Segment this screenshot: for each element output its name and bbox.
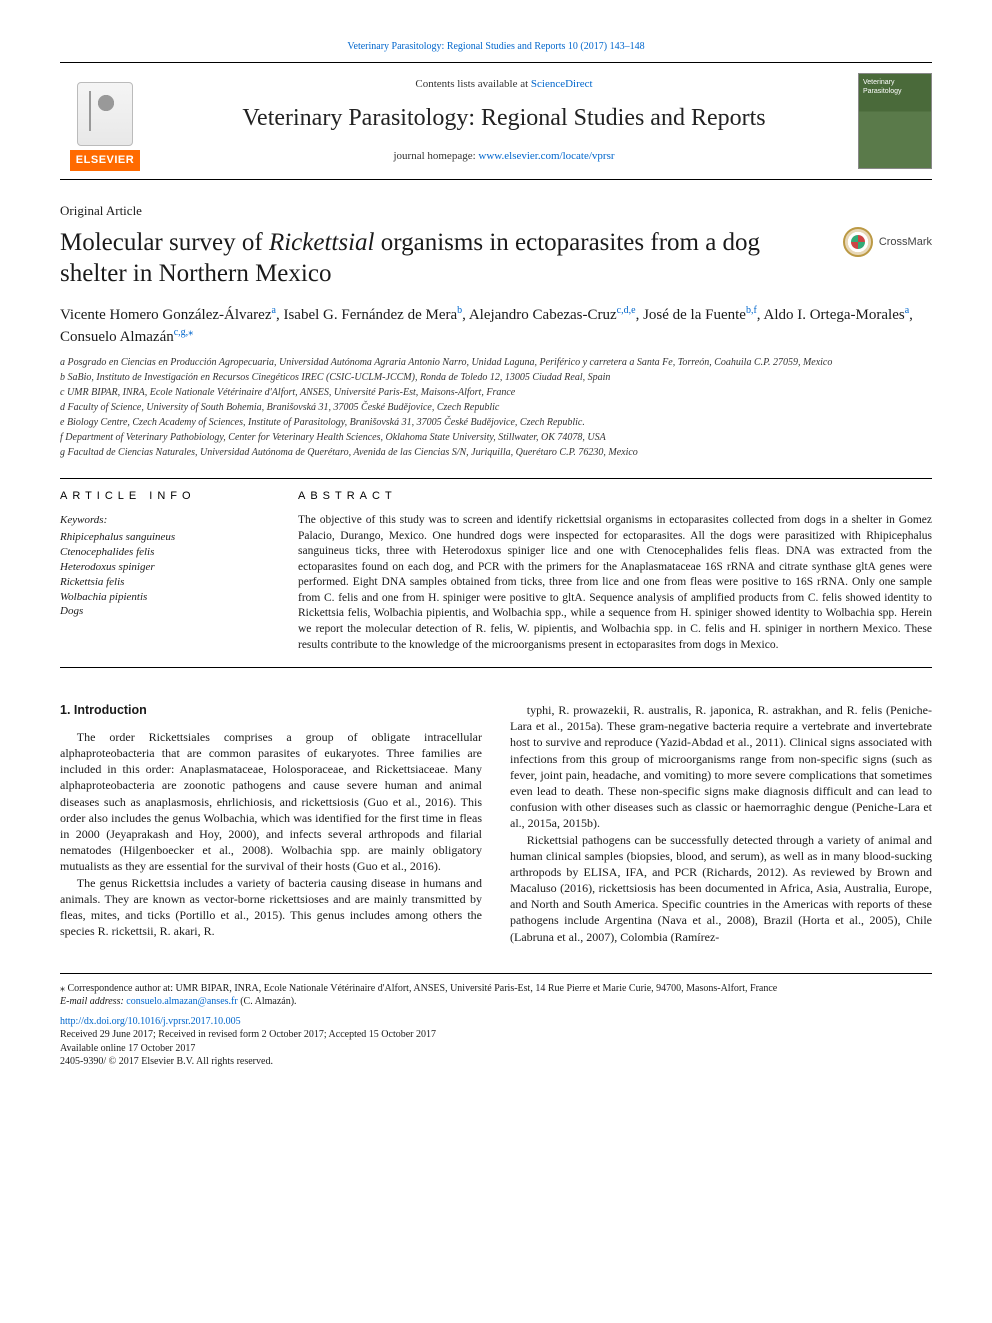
abstract: ABSTRACT The objective of this study was…: [280, 479, 932, 667]
affil-b: b SaBio, Instituto de Investigación en R…: [60, 371, 932, 385]
corr-text: ⁎ Correspondence author at: UMR BIPAR, I…: [60, 983, 777, 994]
author-1: Vicente Homero González-Álvarez: [60, 307, 272, 323]
journal-masthead: ELSEVIER Contents lists available at Sci…: [60, 62, 932, 180]
author-4-aff[interactable]: b,f: [746, 305, 757, 316]
history-available: Available online 17 October 2017: [60, 1042, 932, 1056]
author-3-aff[interactable]: c,d,e: [617, 305, 636, 316]
affil-f: f Department of Veterinary Pathobiology,…: [60, 431, 932, 445]
corr-email[interactable]: consuelo.almazan@anses.fr: [126, 996, 237, 1007]
title-pre: Molecular survey of: [60, 229, 269, 256]
affil-c: c UMR BIPAR, INRA, Ecole Nationale Vétér…: [60, 386, 932, 400]
article-type: Original Article: [60, 202, 932, 220]
author-6: Consuelo Almazán: [60, 329, 174, 345]
elsevier-tree-icon: [77, 82, 133, 146]
crossmark-label: CrossMark: [879, 235, 932, 250]
heading-introduction: 1. Introduction: [60, 702, 482, 719]
journal-cover-thumb: Veterinary Parasitology: [858, 73, 932, 169]
keywords-list: Rhipicephalus sanguineus Ctenocephalides…: [60, 530, 264, 619]
article-footer: ⁎ Correspondence author at: UMR BIPAR, I…: [60, 973, 932, 1069]
keyword-4: Rickettsia felis: [60, 575, 264, 590]
homepage-line: journal homepage: www.elsevier.com/locat…: [164, 149, 844, 164]
email-paren: (C. Almazán).: [238, 996, 297, 1007]
publisher-logo: ELSEVIER: [60, 71, 150, 171]
affil-g: g Facultad de Ciencias Naturales, Univer…: [60, 446, 932, 460]
affil-d: d Faculty of Science, University of Sout…: [60, 401, 932, 415]
article-info-label: ARTICLE INFO: [60, 489, 264, 504]
issn-copyright: 2405-9390/ © 2017 Elsevier B.V. All righ…: [60, 1055, 932, 1069]
author-list: Vicente Homero González-Álvareza, Isabel…: [60, 304, 932, 348]
contents-prefix: Contents lists available at: [415, 78, 530, 90]
title-row: Molecular survey of Rickettsial organism…: [60, 227, 932, 290]
affiliations: a Posgrado en Ciencias en Producción Agr…: [60, 356, 932, 460]
homepage-link[interactable]: www.elsevier.com/locate/vprsr: [478, 150, 614, 162]
running-head: Veterinary Parasitology: Regional Studie…: [60, 40, 932, 54]
homepage-prefix: journal homepage:: [393, 150, 478, 162]
author-4: José de la Fuente: [643, 307, 746, 323]
sciencedirect-link[interactable]: ScienceDirect: [531, 78, 593, 90]
publisher-wordmark: ELSEVIER: [70, 150, 140, 171]
article-title: Molecular survey of Rickettsial organism…: [60, 227, 823, 290]
citation-link[interactable]: Veterinary Parasitology: Regional Studie…: [347, 41, 644, 52]
author-3: Alejandro Cabezas-Cruz: [469, 307, 617, 323]
article-info: ARTICLE INFO Keywords: Rhipicephalus san…: [60, 479, 280, 667]
para-4: Rickettsial pathogens can be successfull…: [510, 832, 932, 945]
doi-link[interactable]: http://dx.doi.org/10.1016/j.vprsr.2017.1…: [60, 1016, 241, 1027]
keyword-2: Ctenocephalides felis: [60, 545, 264, 560]
author-1-aff[interactable]: a: [272, 305, 276, 316]
keyword-1: Rhipicephalus sanguineus: [60, 530, 264, 545]
author-6-corr[interactable]: ⁎: [188, 327, 193, 338]
author-5: Aldo I. Ortega-Morales: [763, 307, 904, 323]
email-label: E-mail address:: [60, 996, 126, 1007]
para-1: The order Rickettsiales comprises a grou…: [60, 729, 482, 875]
author-2: Isabel G. Fernández de Mera: [283, 307, 457, 323]
para-2: The genus Rickettsia includes a variety …: [60, 875, 482, 940]
affil-e: e Biology Centre, Czech Academy of Scien…: [60, 416, 932, 430]
keyword-6: Dogs: [60, 604, 264, 619]
author-5-aff[interactable]: a: [905, 305, 909, 316]
history-received: Received 29 June 2017; Received in revis…: [60, 1028, 932, 1042]
author-6-aff[interactable]: c,g,: [174, 327, 188, 338]
journal-name: Veterinary Parasitology: Regional Studie…: [164, 102, 844, 134]
cover-title: Veterinary Parasitology: [863, 79, 902, 95]
contents-line: Contents lists available at ScienceDirec…: [164, 77, 844, 92]
para-3: typhi, R. prowazekii, R. australis, R. j…: [510, 702, 932, 832]
author-2-aff[interactable]: b: [457, 305, 462, 316]
title-italic: Rickettsial: [269, 229, 375, 256]
keyword-3: Heterodoxus spiniger: [60, 560, 264, 575]
abstract-text: The objective of this study was to scree…: [298, 513, 932, 653]
masthead-center: Contents lists available at ScienceDirec…: [164, 77, 844, 163]
crossmark-widget[interactable]: CrossMark: [843, 227, 932, 257]
abstract-label: ABSTRACT: [298, 489, 932, 504]
crossmark-icon: [843, 227, 873, 257]
info-abstract-block: ARTICLE INFO Keywords: Rhipicephalus san…: [60, 478, 932, 668]
keyword-5: Wolbachia pipientis: [60, 590, 264, 605]
correspondence: ⁎ Correspondence author at: UMR BIPAR, I…: [60, 982, 932, 1009]
keywords-heading: Keywords:: [60, 513, 264, 528]
affil-a: a Posgrado en Ciencias en Producción Agr…: [60, 356, 932, 370]
article-body: 1. Introduction The order Rickettsiales …: [60, 702, 932, 945]
